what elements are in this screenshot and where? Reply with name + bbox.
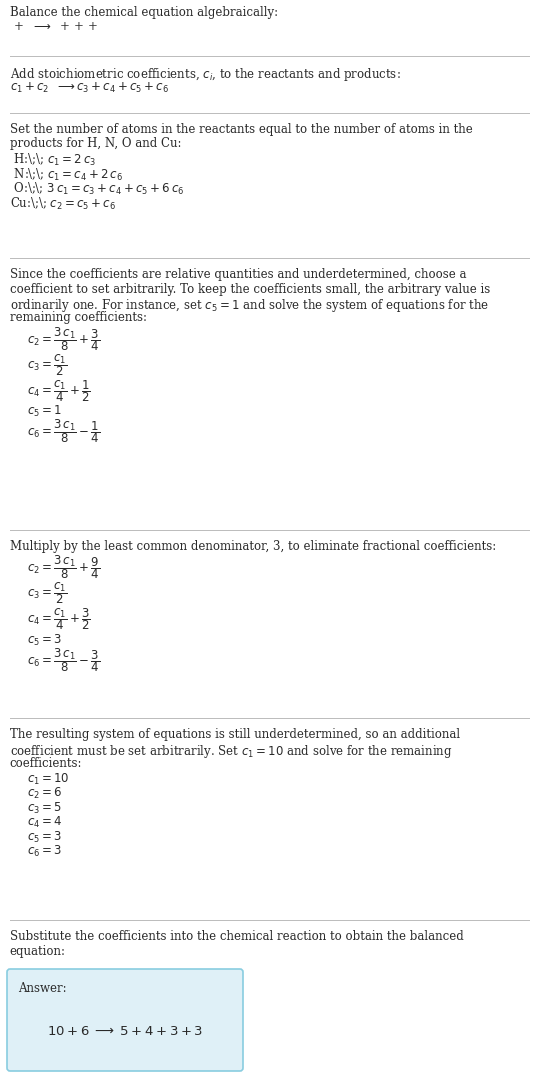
Text: Substitute the coefficients into the chemical reaction to obtain the balanced: Substitute the coefficients into the che…: [10, 930, 464, 943]
FancyBboxPatch shape: [7, 969, 243, 1071]
Text: $c_5 = 3$: $c_5 = 3$: [27, 829, 62, 844]
Text: $10 + 6 \;\longrightarrow\; 5 + 4 + 3 + 3$: $10 + 6 \;\longrightarrow\; 5 + 4 + 3 + …: [47, 1026, 203, 1038]
Text: products for H, N, O and Cu:: products for H, N, O and Cu:: [10, 137, 181, 151]
Text: coefficient must be set arbitrarily. Set $c_1 = 10$ and solve for the remaining: coefficient must be set arbitrarily. Set…: [10, 743, 452, 759]
Text: $c_5 = 3$: $c_5 = 3$: [27, 633, 62, 648]
Text: $c_2 = \dfrac{3\,c_1}{8} + \dfrac{9}{4}$: $c_2 = \dfrac{3\,c_1}{8} + \dfrac{9}{4}$: [27, 553, 100, 582]
Text: Add stoichiometric coefficients, $c_i$, to the reactants and products:: Add stoichiometric coefficients, $c_i$, …: [10, 65, 400, 83]
Text: The resulting system of equations is still underdetermined, so an additional: The resulting system of equations is sti…: [10, 728, 460, 741]
Text: Answer:: Answer:: [18, 982, 67, 995]
Text: $c_3 = \dfrac{c_1}{2}$: $c_3 = \dfrac{c_1}{2}$: [27, 580, 67, 607]
Text: $c_3 = 5$: $c_3 = 5$: [27, 801, 62, 816]
Text: $c_5 = 1$: $c_5 = 1$: [27, 404, 62, 419]
Text: O:\;\; $3\,c_1 = c_3 + c_4 + c_5 + 6\,c_6$: O:\;\; $3\,c_1 = c_3 + c_4 + c_5 + 6\,c_…: [10, 181, 184, 197]
Text: $c_2 = \dfrac{3\,c_1}{8} + \dfrac{3}{4}$: $c_2 = \dfrac{3\,c_1}{8} + \dfrac{3}{4}$: [27, 325, 100, 352]
Text: +  $\longrightarrow$  + + +: + $\longrightarrow$ + + +: [10, 21, 98, 34]
Text: Since the coefficients are relative quantities and underdetermined, choose a: Since the coefficients are relative quan…: [10, 268, 466, 281]
Text: Balance the chemical equation algebraically:: Balance the chemical equation algebraica…: [10, 5, 278, 19]
Text: $c_1 + c_2 \;\;\longrightarrow c_3 + c_4 + c_5 + c_6$: $c_1 + c_2 \;\;\longrightarrow c_3 + c_4…: [10, 81, 169, 95]
Text: coefficients:: coefficients:: [10, 757, 82, 770]
Text: $c_4 = 4$: $c_4 = 4$: [27, 815, 63, 830]
Text: H:\;\; $c_1 = 2\,c_3$: H:\;\; $c_1 = 2\,c_3$: [10, 152, 96, 168]
Text: Cu:\;\; $c_2 = c_5 + c_6$: Cu:\;\; $c_2 = c_5 + c_6$: [10, 195, 116, 212]
Text: $c_4 = \dfrac{c_1}{4} + \dfrac{1}{2}$: $c_4 = \dfrac{c_1}{4} + \dfrac{1}{2}$: [27, 379, 91, 404]
Text: $c_3 = \dfrac{c_1}{2}$: $c_3 = \dfrac{c_1}{2}$: [27, 352, 67, 377]
Text: ordinarily one. For instance, set $c_5 = 1$ and solve the system of equations fo: ordinarily one. For instance, set $c_5 =…: [10, 297, 489, 314]
Text: equation:: equation:: [10, 945, 66, 958]
Text: Set the number of atoms in the reactants equal to the number of atoms in the: Set the number of atoms in the reactants…: [10, 123, 473, 136]
Text: N:\;\; $c_1 = c_4 + 2\,c_6$: N:\;\; $c_1 = c_4 + 2\,c_6$: [10, 167, 122, 182]
Text: remaining coefficients:: remaining coefficients:: [10, 312, 147, 324]
Text: $c_2 = 6$: $c_2 = 6$: [27, 786, 62, 801]
Text: coefficient to set arbitrarily. To keep the coefficients small, the arbitrary va: coefficient to set arbitrarily. To keep …: [10, 283, 490, 296]
Text: $c_4 = \dfrac{c_1}{4} + \dfrac{3}{2}$: $c_4 = \dfrac{c_1}{4} + \dfrac{3}{2}$: [27, 607, 91, 633]
Text: $c_6 = \dfrac{3\,c_1}{8} - \dfrac{1}{4}$: $c_6 = \dfrac{3\,c_1}{8} - \dfrac{1}{4}$: [27, 418, 100, 445]
Text: $c_1 = 10$: $c_1 = 10$: [27, 771, 70, 787]
Text: Multiply by the least common denominator, 3, to eliminate fractional coefficient: Multiply by the least common denominator…: [10, 540, 496, 553]
Text: $c_6 = 3$: $c_6 = 3$: [27, 844, 62, 859]
Text: $c_6 = \dfrac{3\,c_1}{8} - \dfrac{3}{4}$: $c_6 = \dfrac{3\,c_1}{8} - \dfrac{3}{4}$: [27, 646, 100, 674]
